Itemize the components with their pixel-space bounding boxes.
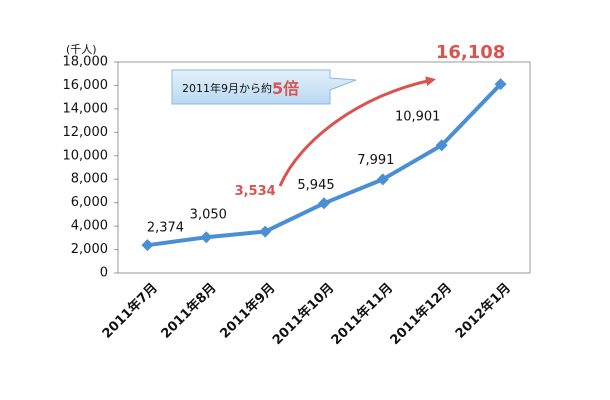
y-axis-label: (千人) <box>66 43 97 56</box>
x-tick-label: 2011年9月 <box>217 280 279 342</box>
data-label: 2,374 <box>147 221 184 236</box>
x-tick-label: 2012年1月 <box>452 280 514 342</box>
marker <box>141 239 154 252</box>
y-tick-label: 4,000 <box>71 219 108 234</box>
x-tick-label: 2011年12月 <box>387 280 455 348</box>
annotation-text: 2011年9月から約 <box>182 81 272 95</box>
x-tick-label: 2011年10月 <box>269 280 337 348</box>
x-tick-label: 2011年7月 <box>99 280 161 342</box>
y-tick-label: 10,000 <box>63 148 109 163</box>
marker <box>494 78 507 91</box>
annotation: 2011年9月から約5倍 <box>182 79 299 98</box>
y-tick-label: 12,000 <box>63 125 109 140</box>
trend-arrow <box>278 76 436 187</box>
data-label: 3,534 <box>235 184 276 199</box>
plot-frame <box>117 61 531 274</box>
data-label: 16,108 <box>436 42 505 63</box>
y-tick-label: 18,000 <box>63 55 109 70</box>
y-tick-label: 8,000 <box>71 172 108 187</box>
x-tick-label: 2011年11月 <box>328 280 396 348</box>
callout <box>171 69 357 105</box>
data-label: 5,945 <box>297 178 334 193</box>
marker <box>435 139 448 152</box>
annotation-emphasis: 5倍 <box>272 79 299 98</box>
y-tick-label: 6,000 <box>71 195 108 210</box>
data-label: 10,901 <box>395 110 441 125</box>
data-label: 7,991 <box>357 153 394 168</box>
marker <box>318 197 330 210</box>
data-label: 3,050 <box>190 208 227 223</box>
marker <box>259 225 272 238</box>
y-tick-label: 14,000 <box>63 101 109 116</box>
marker <box>376 173 389 186</box>
y-tick-label: 16,000 <box>63 78 109 93</box>
y-tick-label: 0 <box>100 266 108 281</box>
x-tick-label: 2011年8月 <box>158 280 220 342</box>
y-tick-label: 2,000 <box>71 242 108 257</box>
marker <box>200 231 213 244</box>
